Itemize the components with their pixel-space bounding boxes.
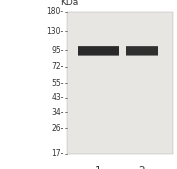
Bar <box>78 47 119 55</box>
Bar <box>67 12 173 154</box>
Bar <box>126 46 158 55</box>
Bar <box>78 47 119 55</box>
Text: 95-: 95- <box>51 46 64 55</box>
Bar <box>126 47 158 55</box>
Text: 43-: 43- <box>51 93 64 102</box>
Bar <box>126 46 158 56</box>
Text: 1: 1 <box>95 166 102 169</box>
Bar <box>126 47 158 55</box>
Text: 55-: 55- <box>51 79 64 88</box>
Text: 34-: 34- <box>51 108 64 117</box>
Bar <box>126 47 158 55</box>
Bar <box>78 46 119 55</box>
Text: 130-: 130- <box>47 27 64 36</box>
Text: 2: 2 <box>138 166 145 169</box>
Bar <box>78 46 119 56</box>
Bar <box>78 47 119 55</box>
Text: 26-: 26- <box>51 124 64 133</box>
Text: 72-: 72- <box>51 63 64 71</box>
Text: KDa: KDa <box>60 0 78 7</box>
Text: 17-: 17- <box>51 149 64 158</box>
Text: 180-: 180- <box>47 7 64 16</box>
